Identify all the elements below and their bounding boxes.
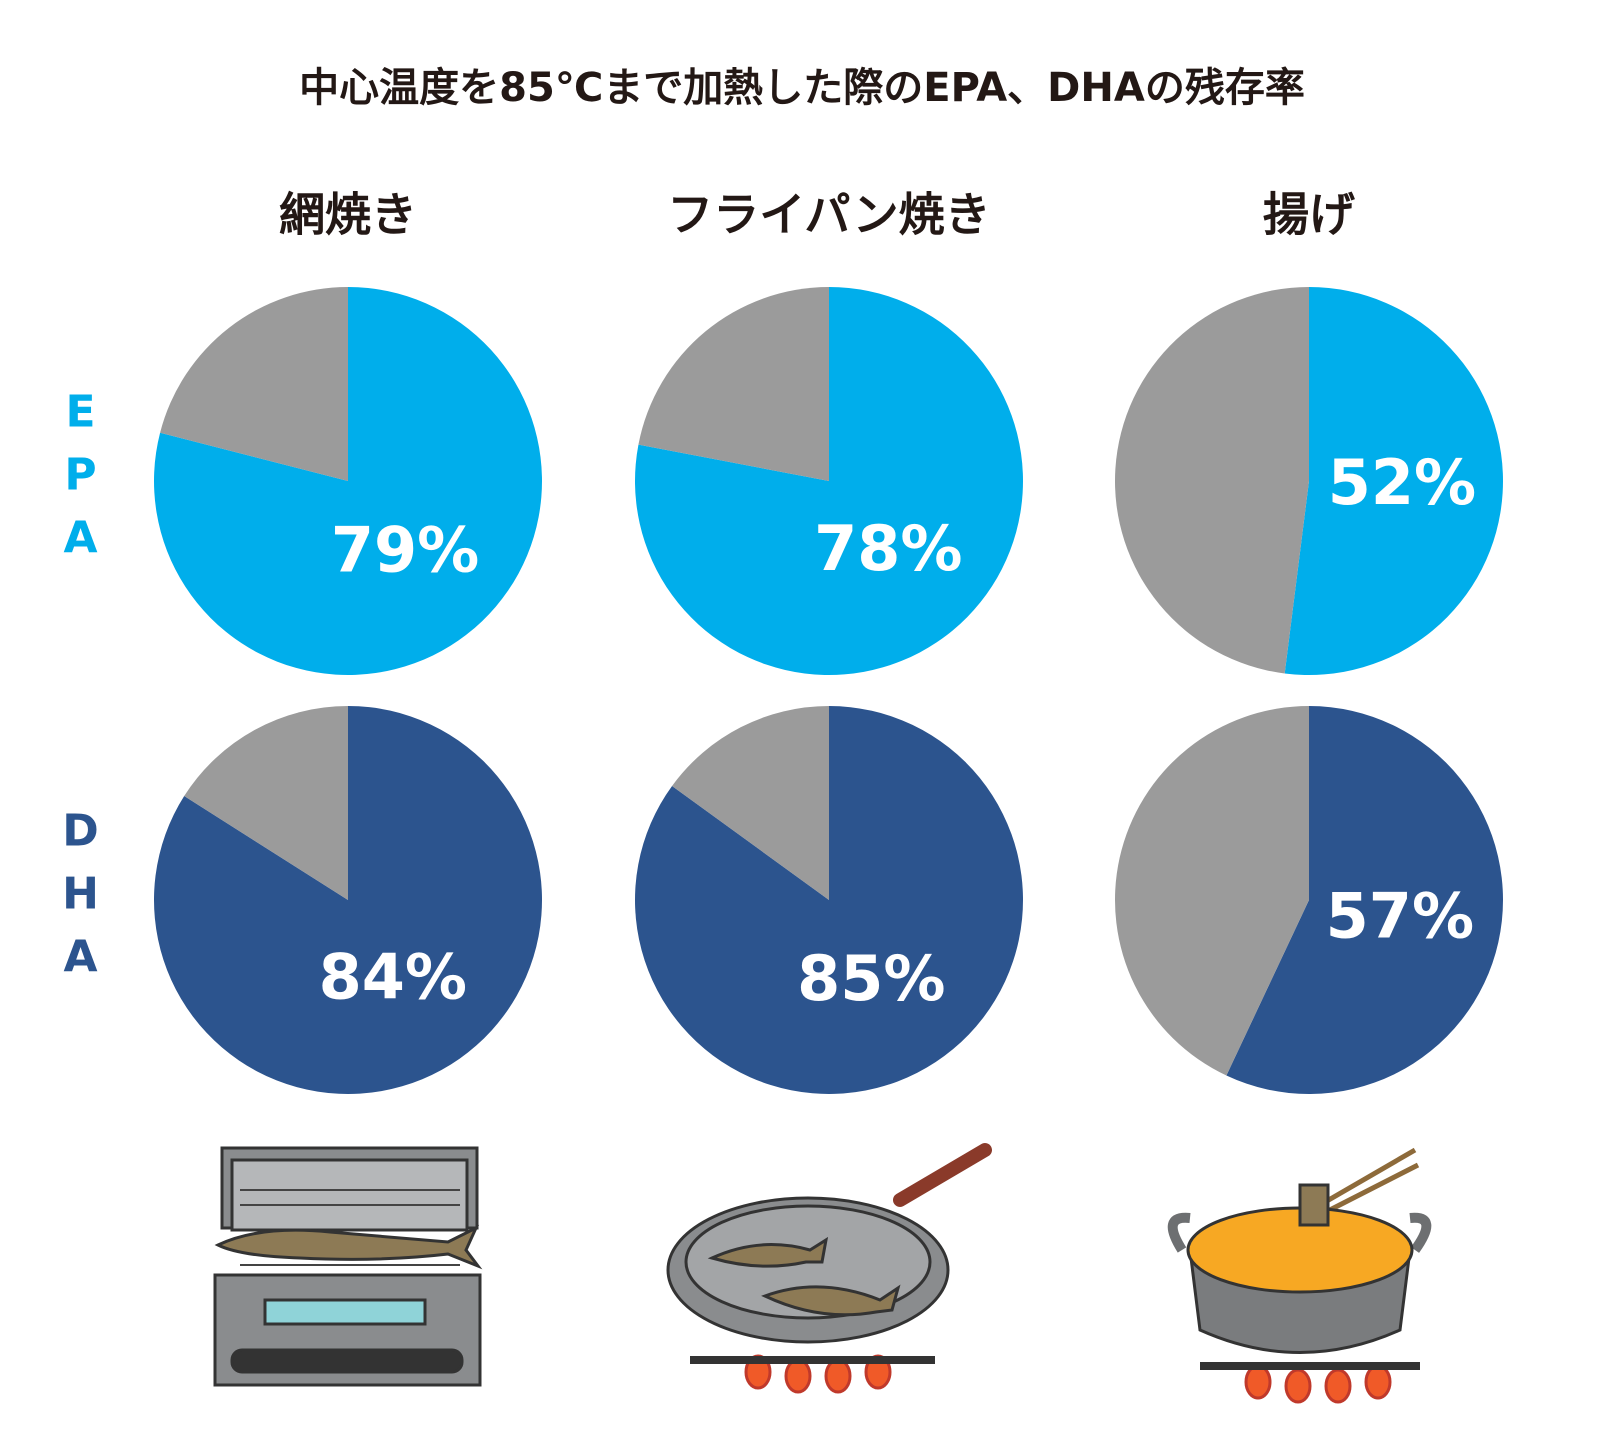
value-label: 57% — [1326, 879, 1474, 952]
row-label: EPA — [55, 387, 106, 576]
pan-illustration — [666, 1143, 992, 1394]
value-label: 78% — [814, 512, 962, 585]
pie-slice — [634, 287, 1023, 675]
pie-slice — [1226, 706, 1503, 1094]
pie-slice — [638, 287, 829, 481]
grill-illustration — [213, 1146, 483, 1387]
column-label: 揚げ — [1263, 188, 1355, 242]
value-label: 85% — [797, 942, 945, 1015]
pie-slice — [153, 287, 543, 676]
pot-illustration — [1167, 1147, 1432, 1404]
column-label: フライパン焼き — [667, 188, 990, 242]
column-label: 網焼き — [279, 188, 417, 242]
pie-slice — [672, 706, 829, 900]
value-label: 84% — [319, 941, 467, 1014]
value-label: 52% — [1328, 446, 1476, 519]
pie-slice — [1114, 287, 1309, 674]
pie-slice — [1284, 287, 1503, 675]
pie-slice — [1115, 706, 1309, 1076]
value-label: 79% — [331, 514, 479, 587]
row-label: DHA — [55, 806, 106, 995]
pie-slice — [634, 706, 1023, 1094]
chart-title: 中心温度を85℃まで加熱した際のEPA、DHAの残存率 — [299, 65, 1305, 111]
pie-slice — [184, 705, 348, 900]
pie-slice — [160, 287, 348, 481]
